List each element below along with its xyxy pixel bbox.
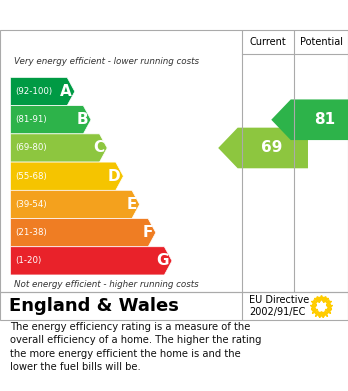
Text: 81: 81 (314, 112, 335, 127)
Polygon shape (10, 247, 172, 275)
Polygon shape (10, 106, 91, 134)
Polygon shape (218, 127, 308, 168)
Text: Very energy efficient - lower running costs: Very energy efficient - lower running co… (14, 57, 199, 66)
Polygon shape (10, 77, 75, 106)
Text: A: A (60, 84, 72, 99)
Text: 69: 69 (261, 140, 282, 156)
Text: E: E (126, 197, 137, 212)
Text: (69-80): (69-80) (16, 143, 47, 152)
Text: (81-91): (81-91) (16, 115, 47, 124)
Text: G: G (157, 253, 169, 268)
Text: (21-38): (21-38) (16, 228, 47, 237)
Text: D: D (108, 169, 121, 184)
Polygon shape (10, 219, 156, 247)
Polygon shape (10, 162, 124, 190)
Text: (55-68): (55-68) (16, 172, 47, 181)
Text: Energy Efficiency Rating: Energy Efficiency Rating (10, 7, 232, 23)
Text: Not energy efficient - higher running costs: Not energy efficient - higher running co… (14, 280, 199, 289)
Text: C: C (93, 140, 104, 156)
Text: (39-54): (39-54) (16, 200, 47, 209)
Text: F: F (143, 225, 153, 240)
Text: (92-100): (92-100) (16, 87, 53, 96)
Text: Current: Current (250, 37, 286, 47)
Text: (1-20): (1-20) (16, 256, 42, 265)
Text: Potential: Potential (300, 37, 342, 47)
Polygon shape (10, 134, 107, 162)
Text: The energy efficiency rating is a measure of the
overall efficiency of a home. T: The energy efficiency rating is a measur… (10, 322, 262, 372)
Text: B: B (77, 112, 88, 127)
Polygon shape (271, 99, 348, 140)
Text: England & Wales: England & Wales (9, 297, 179, 315)
Text: EU Directive
2002/91/EC: EU Directive 2002/91/EC (249, 295, 309, 317)
Polygon shape (10, 190, 140, 219)
